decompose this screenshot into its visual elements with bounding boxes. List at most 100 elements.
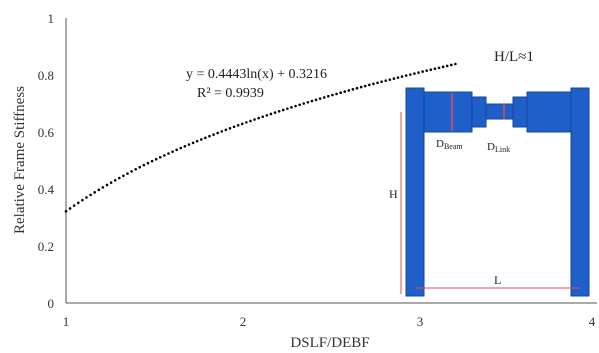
y-tick-label-3: 0.6 (38, 125, 55, 140)
trendline-point (158, 155, 162, 159)
trendline-point (372, 82, 375, 86)
trendline-point (171, 150, 174, 153)
trendline-point (224, 128, 228, 132)
trendline-point (64, 210, 68, 213)
right-beam-end (512, 96, 528, 128)
trendline-point (81, 198, 84, 202)
right-beam (526, 91, 572, 133)
beam-depth-label: DBeam (436, 138, 463, 151)
x-tick-label-3: 3 (417, 314, 424, 329)
trendline-point (216, 131, 219, 135)
trendline-point (163, 154, 166, 157)
trendline-point (269, 112, 273, 116)
trendline-point (314, 98, 318, 102)
trendline-point (72, 204, 76, 207)
trendline-point (179, 146, 183, 150)
trendline-point (384, 79, 388, 82)
left-beam (423, 91, 473, 133)
trendline-point (208, 134, 211, 138)
x-tick-label-1: 1 (63, 314, 70, 329)
trendline-point (232, 125, 236, 129)
trendline-point (109, 181, 113, 184)
trendline-point (351, 88, 355, 91)
trendline-point (265, 114, 269, 117)
trendline-point (413, 72, 416, 75)
trendline-point (236, 124, 240, 127)
trendline-point (392, 77, 396, 80)
link-depth-label-main: D (487, 141, 495, 153)
trendline-point (421, 70, 424, 73)
trendline-point (253, 118, 256, 121)
trendline-point (388, 78, 392, 81)
x-tick-labels: 1 2 3 4 (63, 314, 596, 329)
trendline-point (191, 141, 195, 145)
trendline-point (204, 136, 207, 140)
trendline-point (212, 133, 215, 136)
beam-depth-label-main: D (436, 138, 444, 150)
trendline-point (138, 165, 142, 169)
trendline-point (454, 62, 457, 66)
trendline-point (146, 161, 150, 165)
inset-ratio-label: H/L≈1 (494, 49, 534, 65)
left-beam-end (471, 96, 487, 128)
y-axis-title: Relative Frame Stiffness (12, 86, 28, 234)
trendline-point (327, 94, 330, 98)
trendline-point (187, 143, 191, 146)
length-label: L (494, 273, 501, 287)
trendline-point (376, 81, 379, 85)
trendline-point (113, 178, 117, 182)
trendline-point (281, 108, 285, 112)
trendline-point (355, 86, 359, 90)
trendline-point (359, 85, 363, 89)
trendline-point (368, 83, 371, 87)
trendline-point (404, 74, 408, 77)
trendline-point (257, 116, 260, 120)
trendline-point (310, 99, 314, 103)
trendline-point (441, 65, 445, 69)
trendline-point (101, 186, 105, 189)
trendline-point (199, 138, 203, 141)
trendline-point (425, 69, 429, 72)
trendline-point (183, 144, 187, 148)
trendline-point (134, 168, 137, 171)
trendline-point (220, 130, 224, 133)
trendline-point (89, 193, 92, 197)
link-depth-label: DLink (487, 141, 510, 154)
y-tick-labels: 0 0.2 0.4 0.6 0.8 1 (38, 11, 55, 311)
trendline-point (347, 89, 351, 92)
trendline-point (450, 63, 453, 67)
trendline-point (277, 109, 281, 113)
trendline-point (154, 157, 158, 161)
trendline-point (335, 92, 338, 96)
trendline-point (318, 97, 322, 100)
x-tick-label-4: 4 (589, 314, 596, 329)
trendline-point (273, 111, 277, 114)
trendline-series (64, 62, 457, 213)
trendline-point (142, 163, 146, 167)
trendline-point (249, 119, 252, 123)
y-tick-label-2: 0.4 (38, 182, 55, 197)
trendline-point (240, 122, 244, 126)
trendline-point (306, 100, 310, 104)
trendline-point (363, 84, 367, 88)
trendline-point (261, 115, 265, 118)
y-tick-label-0: 0 (48, 296, 55, 311)
link-segment (485, 103, 514, 120)
trendline-point (286, 107, 289, 110)
trendline-point (175, 148, 178, 152)
trendline-point (400, 75, 404, 78)
trendline-point (343, 90, 347, 93)
trendline-point (117, 176, 121, 180)
y-tick-label-4: 0.8 (38, 68, 54, 83)
trendline-point (150, 159, 154, 163)
trendline-point (331, 93, 334, 97)
trendline-point (429, 68, 433, 71)
trendline-point (85, 196, 88, 199)
trendline-point (122, 174, 125, 178)
trendline-point (97, 188, 101, 192)
beam-depth-label-sub: Beam (444, 142, 463, 151)
trendline-point (93, 191, 96, 194)
trendline-point (195, 139, 199, 143)
trendline-point (409, 73, 412, 76)
